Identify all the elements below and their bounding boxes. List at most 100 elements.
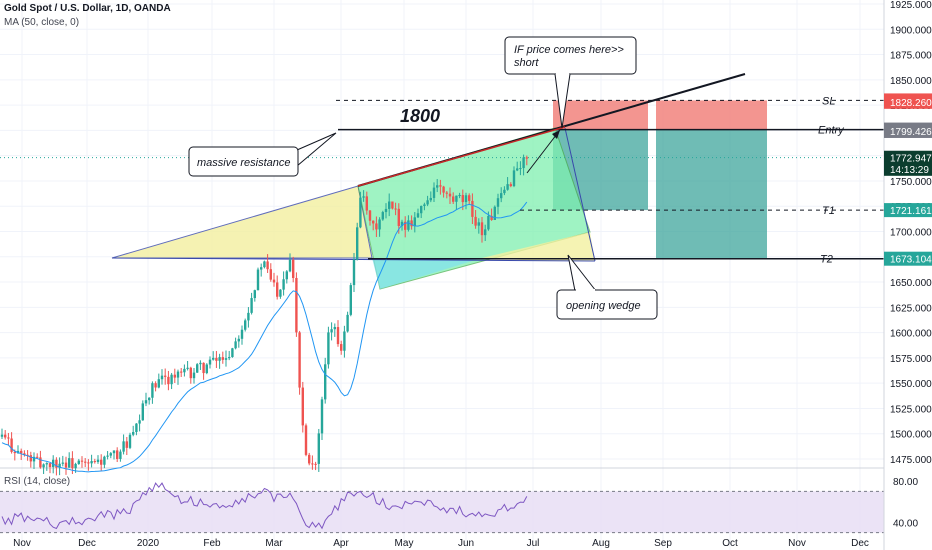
candle-body	[68, 458, 71, 468]
candle-body	[157, 379, 160, 388]
candle-body	[352, 259, 356, 286]
candle-body	[512, 170, 516, 187]
candle-body	[100, 459, 103, 465]
wedge-lower-shape	[482, 232, 595, 261]
rsi-band	[0, 491, 884, 533]
candle-body	[119, 451, 122, 459]
candle-body	[39, 457, 42, 468]
candle-body	[276, 282, 279, 297]
candle-body	[244, 320, 247, 330]
candle-body	[442, 186, 445, 193]
price-tick-label: 1600.000	[890, 329, 932, 340]
time-tick-label: Oct	[722, 538, 738, 549]
candle-body	[279, 289, 282, 297]
price-tag-label: 1673.104	[890, 255, 932, 266]
candle-body	[490, 215, 493, 220]
candle-body	[500, 193, 503, 199]
candle-body	[170, 374, 173, 385]
candle-body	[394, 208, 397, 210]
sl-label: SL	[822, 95, 835, 107]
candle-body	[516, 168, 519, 171]
rsi-legend: RSI (14, close)	[4, 476, 71, 487]
candle-body	[180, 371, 183, 373]
price-tick-label: 1750.000	[890, 177, 932, 188]
price-tag-label: 14:13:29	[890, 165, 929, 176]
t2-label: T2	[820, 254, 833, 266]
candle-body	[0, 434, 4, 437]
candle-body	[196, 364, 199, 373]
candle-body	[77, 460, 80, 464]
candle-body	[336, 327, 340, 345]
candle-body	[164, 375, 167, 377]
candle-body	[340, 344, 343, 351]
candle-body	[74, 463, 77, 469]
candle-body	[237, 338, 240, 342]
triangle-shape	[111, 185, 373, 259]
trend-line-red	[357, 126, 566, 187]
candle-body	[388, 201, 391, 209]
candle-body	[154, 383, 157, 388]
candle-body	[506, 184, 509, 190]
candle-body	[295, 277, 298, 333]
candle-body	[464, 195, 468, 203]
candle-body	[80, 460, 84, 462]
projection-arrow	[526, 129, 561, 174]
candle-body	[42, 464, 45, 468]
candle-body	[378, 219, 381, 230]
candle-body	[148, 397, 151, 401]
candle-body	[192, 372, 196, 379]
candle-body	[250, 298, 253, 313]
candle-body	[471, 200, 474, 217]
candle-body	[205, 364, 208, 374]
candle-body	[256, 269, 260, 291]
candle-body	[106, 455, 109, 457]
candle-body	[285, 271, 288, 280]
candle-body	[141, 403, 144, 421]
candle-body	[346, 314, 349, 332]
price-tag-label: 1772.947	[890, 154, 932, 165]
candle-body	[7, 437, 10, 439]
candle-body	[272, 279, 276, 283]
candle-body	[13, 451, 16, 454]
price-tag-label: 1721.161	[890, 206, 932, 217]
price-tag-box	[884, 123, 932, 138]
candle-body	[487, 215, 490, 230]
candle-body	[269, 269, 272, 280]
candle-body	[247, 312, 250, 321]
candle-body	[93, 461, 96, 463]
candle-body	[132, 432, 135, 435]
candle-body	[410, 220, 413, 227]
candle-body	[36, 456, 39, 458]
wedge-callout-box	[556, 289, 658, 320]
ma-layer	[1, 201, 528, 473]
candle-body	[356, 227, 359, 260]
candle-body	[61, 462, 64, 464]
candle-body	[330, 329, 333, 333]
candle-body	[480, 222, 484, 236]
candle-body	[375, 223, 378, 230]
candle-body	[90, 461, 93, 464]
candle-body	[461, 195, 464, 203]
candle-body	[96, 459, 100, 462]
wedge-callout-text: opening wedge	[566, 300, 641, 312]
candle-body	[160, 375, 164, 380]
resistance-callout-text: massive resistance	[197, 157, 291, 169]
candle-body	[359, 197, 362, 228]
candles-layer	[0, 154, 528, 476]
candle-body	[231, 348, 234, 358]
price-tick-label: 1525.000	[890, 404, 932, 415]
candle-body	[218, 357, 221, 361]
candle-body	[4, 434, 7, 438]
ma-legend: MA (50, close, 0)	[4, 17, 80, 28]
price-tick-label: 1575.000	[890, 354, 932, 365]
resistance-callout-box	[188, 146, 299, 177]
candle-body	[167, 376, 170, 385]
resistance-callout-pointer	[296, 132, 337, 167]
entry-callout-box	[504, 36, 637, 75]
time-tick-label: Jul	[527, 538, 540, 549]
candle-body	[333, 327, 336, 330]
symbol-title: Gold Spot / U.S. Dollar, 1D, OANDA	[4, 3, 171, 14]
time-tick-label: May	[395, 538, 414, 549]
